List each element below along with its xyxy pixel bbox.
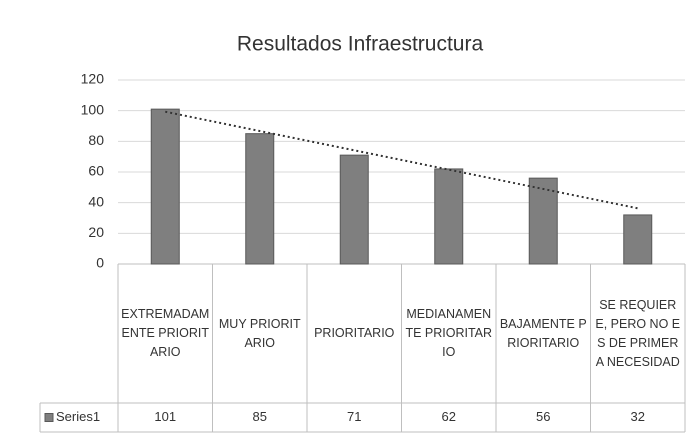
y-tick-label: 60 [88,163,104,179]
x-tick-label-box: SE REQUIERE, PERO NO ES DE PRIMERA NECES… [595,297,681,369]
bar [623,214,653,265]
y-tick-label: 40 [88,193,104,209]
y-tick-label: 100 [81,101,105,117]
x-tick-label-box: BAJAMENTE PRIORITARIO [499,316,587,350]
x-tick-label: MUY PRIORITARIO [218,316,301,350]
trendline [165,110,638,210]
data-table-value: 85 [253,409,267,424]
x-tick-label: BAJAMENTE PRIORITARIO [499,316,587,350]
x-tick-label-box: MUY PRIORITARIO [218,316,301,350]
y-tick-label: 80 [88,132,104,148]
bar [339,154,369,265]
x-tick-label: SE REQUIERE, PERO NO ES DE PRIMERA NECES… [595,297,681,369]
legend-swatch [44,413,54,422]
y-tick-label: 120 [81,71,105,87]
bar [150,108,180,265]
data-table-value: 71 [347,409,361,424]
x-tick-label: EXTREMADAMENTE PRIORITARIO [121,307,210,359]
y-tick-label: 20 [88,224,104,240]
x-tick-label: PRIORITARIO [314,326,395,340]
bar [434,168,464,265]
chart-title: Resultados Infraestructura [237,33,484,56]
x-tick-label: MEDIANAMENTE PRIORITARIO [405,307,493,359]
legend-label: Series1 [56,409,100,424]
bar [528,177,558,265]
data-table-value: 32 [631,409,645,424]
bar [245,133,275,265]
data-table-value: 62 [442,409,456,424]
x-tick-label-box: EXTREMADAMENTE PRIORITARIO [121,307,210,359]
x-tick-label-box: MEDIANAMENTE PRIORITARIO [405,307,493,359]
data-table-value: 56 [536,409,550,424]
data-table-value: 101 [154,409,176,424]
y-tick-label: 0 [96,255,104,271]
x-tick-label-box: PRIORITARIO [314,326,395,340]
